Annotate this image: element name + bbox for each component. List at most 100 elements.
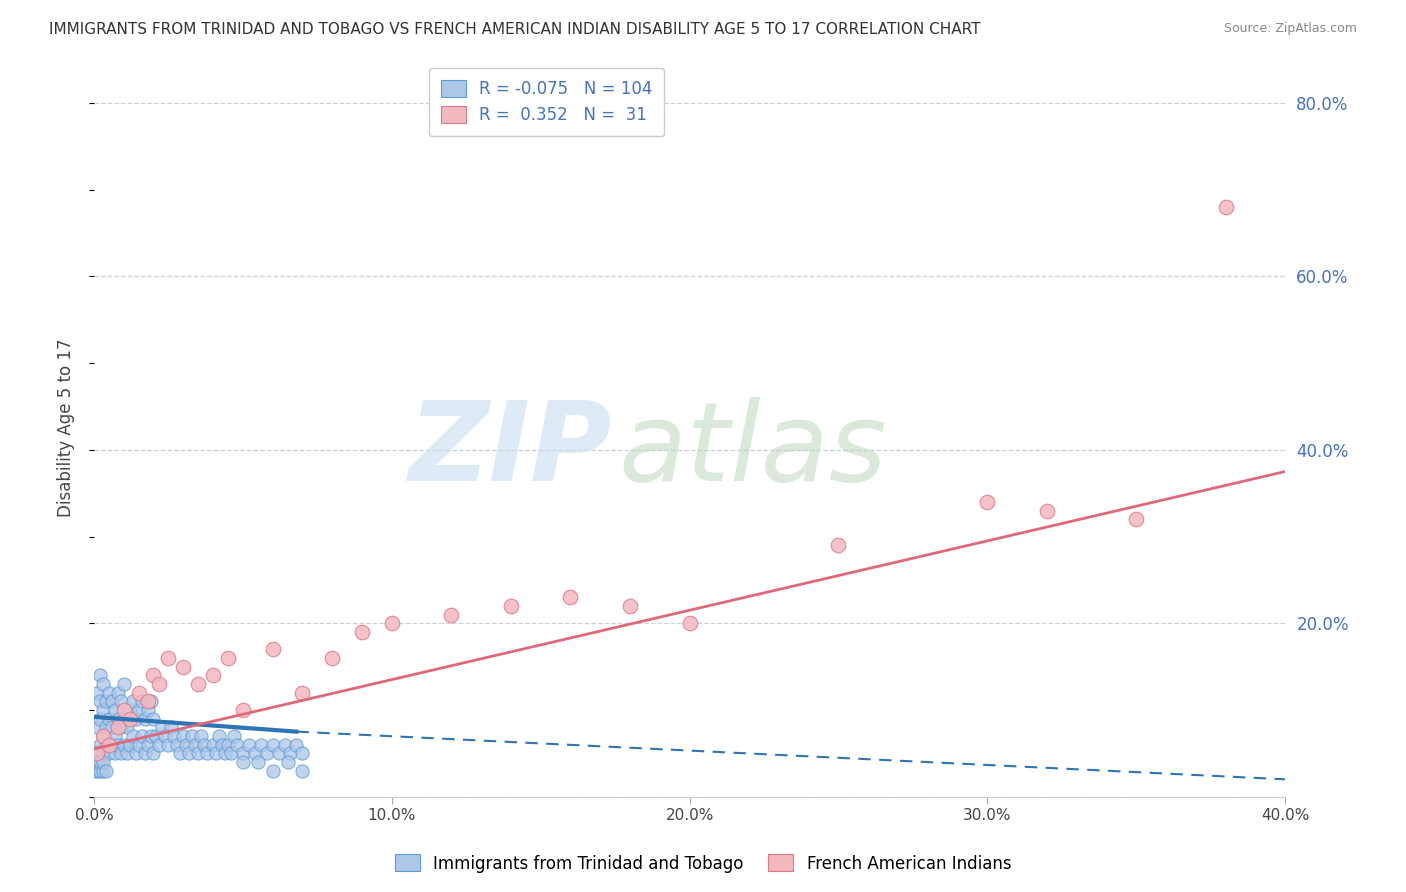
Point bbox=[381, 616, 404, 631]
Point bbox=[139, 729, 162, 743]
Point bbox=[91, 764, 114, 778]
Point bbox=[86, 764, 108, 778]
Point bbox=[195, 747, 218, 761]
Point bbox=[142, 747, 165, 761]
Point bbox=[976, 495, 998, 509]
Point bbox=[148, 738, 170, 752]
Point bbox=[160, 720, 183, 734]
Point bbox=[118, 712, 141, 726]
Point bbox=[94, 738, 117, 752]
Point bbox=[225, 738, 247, 752]
Point bbox=[124, 712, 146, 726]
Point bbox=[101, 720, 124, 734]
Point bbox=[243, 747, 266, 761]
Point bbox=[440, 607, 463, 622]
Point bbox=[91, 747, 114, 761]
Point bbox=[94, 720, 117, 734]
Point bbox=[142, 712, 165, 726]
Point bbox=[1036, 503, 1059, 517]
Point bbox=[291, 764, 314, 778]
Y-axis label: Disability Age 5 to 17: Disability Age 5 to 17 bbox=[58, 339, 75, 517]
Point bbox=[118, 703, 141, 717]
Text: ZIP: ZIP bbox=[409, 397, 612, 504]
Point bbox=[157, 738, 180, 752]
Point bbox=[121, 729, 143, 743]
Point bbox=[321, 651, 343, 665]
Text: IMMIGRANTS FROM TRINIDAD AND TOBAGO VS FRENCH AMERICAN INDIAN DISABILITY AGE 5 T: IMMIGRANTS FROM TRINIDAD AND TOBAGO VS F… bbox=[49, 22, 981, 37]
Point bbox=[139, 694, 162, 708]
Point bbox=[128, 685, 150, 699]
Point bbox=[560, 591, 582, 605]
Point bbox=[94, 694, 117, 708]
Point bbox=[238, 738, 260, 752]
Point bbox=[152, 720, 174, 734]
Point bbox=[115, 720, 138, 734]
Point bbox=[104, 747, 127, 761]
Point bbox=[208, 729, 231, 743]
Point bbox=[619, 599, 641, 613]
Point bbox=[276, 755, 298, 769]
Point bbox=[163, 729, 186, 743]
Point bbox=[112, 703, 135, 717]
Point bbox=[169, 747, 191, 761]
Point bbox=[124, 747, 146, 761]
Point bbox=[181, 729, 204, 743]
Point bbox=[142, 668, 165, 682]
Point bbox=[104, 729, 127, 743]
Point bbox=[262, 642, 284, 657]
Point bbox=[232, 703, 254, 717]
Point bbox=[112, 712, 135, 726]
Point bbox=[148, 677, 170, 691]
Point bbox=[205, 747, 228, 761]
Point bbox=[97, 738, 120, 752]
Point bbox=[1215, 200, 1237, 214]
Point bbox=[101, 694, 124, 708]
Point bbox=[134, 712, 156, 726]
Point bbox=[190, 729, 212, 743]
Point bbox=[128, 703, 150, 717]
Point bbox=[202, 668, 225, 682]
Point bbox=[184, 738, 207, 752]
Point bbox=[97, 747, 120, 761]
Point bbox=[91, 729, 114, 743]
Point bbox=[211, 738, 233, 752]
Point bbox=[89, 764, 111, 778]
Point bbox=[101, 738, 124, 752]
Point bbox=[136, 694, 159, 708]
Point bbox=[262, 764, 284, 778]
Point bbox=[104, 703, 127, 717]
Legend: R = -0.075   N = 104, R =  0.352   N =  31: R = -0.075 N = 104, R = 0.352 N = 31 bbox=[429, 68, 664, 136]
Point bbox=[155, 729, 177, 743]
Point bbox=[89, 712, 111, 726]
Point bbox=[89, 668, 111, 682]
Point bbox=[166, 738, 188, 752]
Point bbox=[280, 747, 302, 761]
Point bbox=[217, 651, 239, 665]
Point bbox=[172, 659, 194, 673]
Point bbox=[94, 764, 117, 778]
Point bbox=[187, 747, 209, 761]
Point bbox=[1125, 512, 1147, 526]
Point bbox=[285, 738, 308, 752]
Point bbox=[86, 747, 108, 761]
Point bbox=[232, 755, 254, 769]
Point bbox=[115, 747, 138, 761]
Point bbox=[179, 747, 201, 761]
Point bbox=[86, 685, 108, 699]
Point bbox=[97, 712, 120, 726]
Point bbox=[136, 703, 159, 717]
Point bbox=[107, 738, 129, 752]
Point bbox=[273, 738, 295, 752]
Point bbox=[89, 755, 111, 769]
Point bbox=[291, 747, 314, 761]
Point bbox=[107, 685, 129, 699]
Point bbox=[91, 729, 114, 743]
Point bbox=[83, 764, 105, 778]
Point bbox=[91, 703, 114, 717]
Point bbox=[83, 755, 105, 769]
Point bbox=[246, 755, 269, 769]
Point bbox=[107, 720, 129, 734]
Point bbox=[121, 694, 143, 708]
Point bbox=[256, 747, 278, 761]
Point bbox=[107, 712, 129, 726]
